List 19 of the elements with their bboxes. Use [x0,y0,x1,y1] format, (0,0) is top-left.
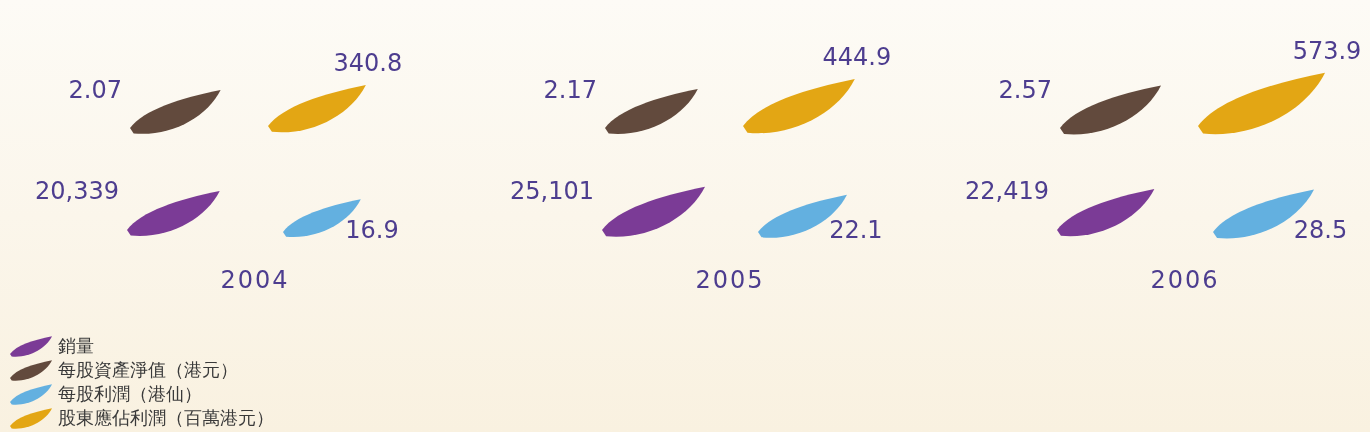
data-label: 444.9 [822,43,892,72]
data-label: 2.57 [998,75,1052,104]
data-label: 20,339 [35,177,119,206]
legend-label: 每股利潤（港仙） [58,384,202,404]
legend-label: 每股資產淨值（港元） [58,360,238,380]
data-label: 573.9 [1292,36,1362,65]
data-label: 2.17 [543,75,597,104]
category-label: 2004 [220,266,290,294]
data-label: 2.07 [68,75,122,104]
data-label: 22.1 [829,216,883,244]
data-label: 340.8 [333,48,403,77]
data-label: 28.5 [1293,216,1348,244]
data-label: 22,419 [965,177,1049,206]
data-label: 25,101 [510,177,594,206]
category-label: 2006 [1150,266,1220,294]
legend-label: 銷量 [58,336,94,356]
category-label: 2005 [695,266,765,294]
legend-label: 股東應佔利潤（百萬港元） [58,408,274,428]
data-label: 16.9 [345,216,399,244]
